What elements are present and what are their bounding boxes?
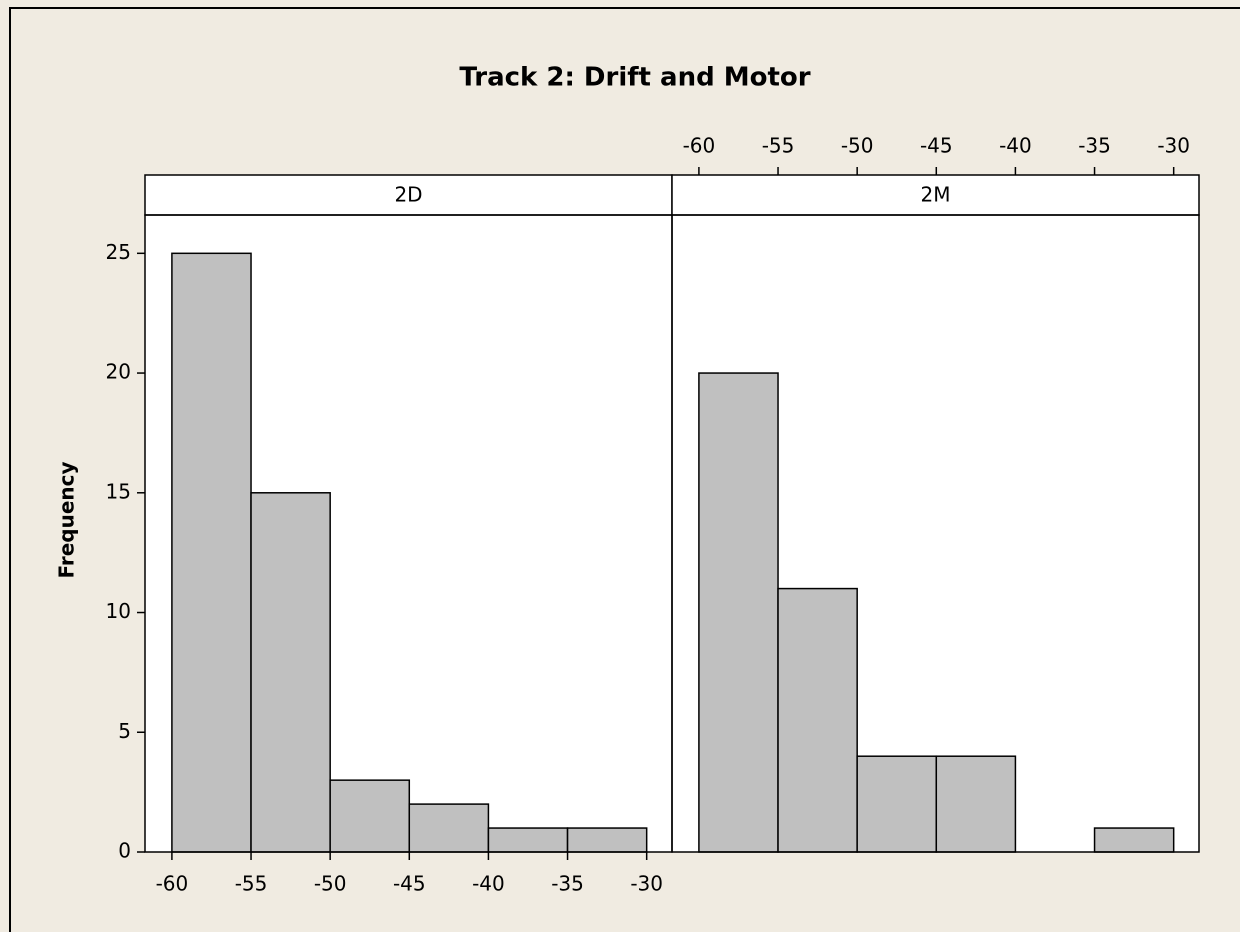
x-tick-label: -30 (1157, 134, 1190, 158)
x-tick-label: -40 (472, 872, 505, 896)
y-tick-label: 25 (106, 240, 131, 264)
x-tick-label: -60 (683, 134, 716, 158)
bar (856, 755, 938, 853)
x-tick-label: -45 (393, 872, 426, 896)
bar (1093, 827, 1175, 853)
x-tick-label: -55 (235, 872, 268, 896)
bar (777, 587, 858, 853)
y-tick-label: 10 (106, 599, 131, 623)
panel-label: 2D (394, 183, 422, 207)
x-tick-label: -30 (630, 872, 663, 896)
bar (566, 827, 648, 853)
bar (250, 492, 331, 853)
bar (329, 779, 411, 853)
strip (671, 174, 1200, 216)
bar (698, 372, 779, 853)
x-tick-label: -35 (1078, 134, 1111, 158)
x-tick-label: -55 (762, 134, 795, 158)
y-tick-label: 0 (118, 839, 131, 863)
bar (408, 803, 490, 853)
x-tick-label: -45 (920, 134, 953, 158)
x-tick-label: -50 (314, 872, 347, 896)
panel-border (671, 214, 1200, 853)
bar (171, 252, 252, 853)
bar (487, 827, 569, 853)
y-tick-label: 5 (118, 719, 131, 743)
x-tick-label: -35 (551, 872, 584, 896)
y-tick-label: 15 (106, 479, 131, 503)
panel-label: 2M (921, 183, 951, 207)
y-tick-label: 20 (106, 360, 131, 384)
y-axis-label: Frequency (55, 461, 79, 578)
chart-title: Track 2: Drift and Motor (459, 63, 810, 93)
x-tick-label: -50 (841, 134, 874, 158)
bar (935, 755, 1017, 853)
x-tick-label: -40 (999, 134, 1032, 158)
x-tick-label: -60 (156, 872, 189, 896)
